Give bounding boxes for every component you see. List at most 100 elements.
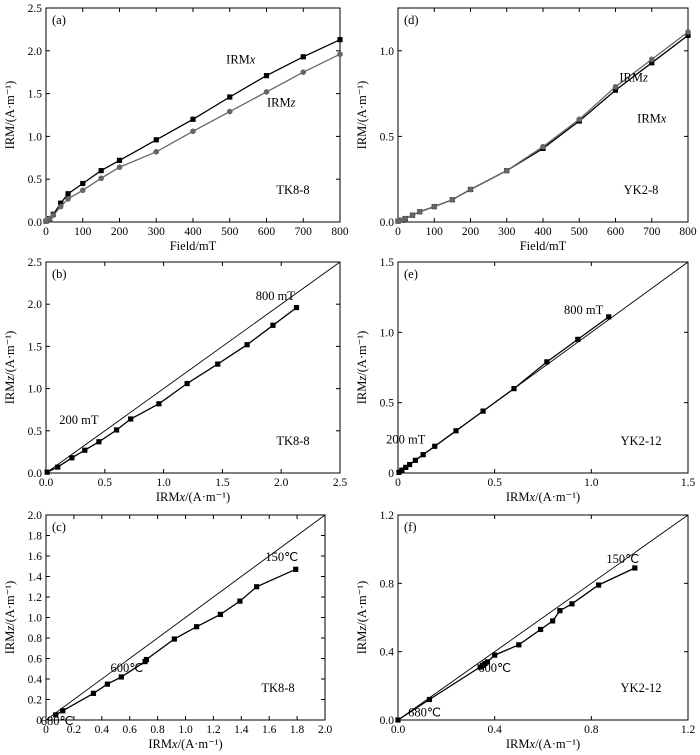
- data-point: [649, 60, 655, 66]
- y-tick-label: 1.4: [28, 572, 43, 584]
- y-tick-label: 2.0: [28, 510, 43, 522]
- data-point: [79, 187, 86, 194]
- series-label-irmx: IRMx: [637, 112, 667, 126]
- data-point: [412, 457, 418, 463]
- sample-label: YK2-12: [621, 681, 662, 695]
- data-point: [80, 180, 86, 187]
- annotation: 200 mT: [386, 432, 426, 446]
- panel-c: 0 0.2 0.4 0.6 0.8 1.0 1.2 1.4 1.6 1.8 2.0 0 0.2 0.4 0.…: [3, 510, 332, 751]
- one-to-one-line: [45, 514, 326, 721]
- data-point: [53, 712, 59, 718]
- data-point: [399, 467, 405, 473]
- data-point: [237, 598, 243, 604]
- series-label-irmz: IRMz: [619, 71, 648, 85]
- data-point: [254, 584, 260, 590]
- data-point: [116, 157, 123, 163]
- y-tick-label: 0.5: [380, 131, 395, 143]
- x-axis-label: IRMx/(A·m⁻¹): [148, 737, 222, 751]
- x-tick-label: 1.4: [234, 724, 249, 736]
- data-point: [540, 143, 546, 150]
- data-point: [395, 717, 401, 723]
- y-tick-label: 1.2: [380, 510, 395, 522]
- panel-label: (a): [52, 13, 66, 27]
- data-point: [215, 361, 221, 367]
- x-tick-label: 300: [498, 226, 516, 238]
- y-tick-label: 0.0: [380, 217, 395, 229]
- data-point: [90, 690, 97, 696]
- y-tick-label: 0.5: [380, 398, 395, 410]
- sample-label: TK8-8: [261, 681, 294, 695]
- panel-label: (c): [52, 520, 66, 534]
- data-point: [467, 186, 474, 193]
- x-tick-label: 0.6: [123, 724, 138, 736]
- y-tick-label: 1.0: [380, 46, 395, 58]
- data-point: [293, 566, 299, 572]
- data-point: [143, 656, 150, 663]
- annotation: 600℃: [111, 661, 144, 675]
- y-tick-label: 0.5: [28, 426, 43, 438]
- data-point: [217, 611, 223, 618]
- annotation: 200 mT: [59, 413, 99, 427]
- x-tick-label: 2.5: [333, 477, 348, 489]
- x-tick-label: 0: [43, 724, 49, 736]
- panel-label: (b): [52, 267, 67, 281]
- sample-label: YK2-8: [624, 183, 659, 197]
- y-tick-label: 1.5: [28, 89, 43, 101]
- panel-label: (f): [404, 520, 417, 534]
- data-point: [544, 359, 550, 365]
- y-axis-label: IRMz/(A·m⁻¹): [355, 331, 369, 405]
- data-point: [227, 94, 233, 100]
- data-point: [396, 469, 402, 475]
- x-tick-label: 1.2: [206, 724, 221, 736]
- x-tick-label: 0.8: [150, 724, 165, 736]
- annotation: 150℃: [265, 550, 298, 564]
- x-tick-label: 0.8: [584, 724, 599, 736]
- data-point: [402, 215, 409, 222]
- data-point: [685, 32, 691, 38]
- data-point: [576, 116, 583, 123]
- x-tick-label: 1.0: [156, 477, 171, 489]
- x-tick-label: 1.8: [290, 724, 305, 736]
- series-label-irmz: IRMz: [267, 95, 296, 109]
- data-point: [449, 196, 456, 203]
- data-point: [453, 428, 459, 434]
- y-tick-label: 2.5: [28, 3, 43, 15]
- data-point: [557, 608, 563, 614]
- x-axis-label: Field/mT: [520, 239, 567, 253]
- y-axis-label: IRM/(A·m⁻¹): [355, 81, 369, 150]
- x-tick-label: 800: [679, 226, 697, 238]
- x-tick-label: 0.0: [391, 724, 406, 736]
- annotation: 800 mT: [256, 289, 296, 303]
- data-point: [190, 116, 196, 122]
- data-point: [82, 447, 88, 453]
- y-tick-label: 0: [388, 468, 394, 480]
- data-point: [595, 582, 602, 588]
- annotation: 680℃: [41, 714, 74, 728]
- data-point: [244, 342, 250, 348]
- data-point: [293, 304, 300, 311]
- data-point: [44, 469, 50, 475]
- data-point: [300, 54, 306, 60]
- x-tick-label: 1.5: [681, 477, 696, 489]
- x-tick-label: 600: [607, 226, 625, 238]
- data-point: [58, 200, 64, 206]
- data-point: [65, 196, 71, 202]
- data-point: [407, 461, 413, 468]
- data-point: [194, 624, 200, 630]
- x-tick-label: 800: [331, 226, 349, 238]
- y-tick-label: 0.0: [380, 715, 395, 727]
- data-point: [337, 51, 343, 58]
- y-tick-label: 1.0: [28, 613, 43, 625]
- data-point: [337, 37, 343, 43]
- data-point: [113, 427, 120, 433]
- x-tick-label: 400: [184, 226, 202, 238]
- y-tick-label: 0.8: [380, 578, 395, 590]
- data-point: [431, 203, 438, 210]
- data-point: [409, 212, 416, 218]
- x-tick-label: 500: [221, 226, 239, 238]
- data-point: [116, 164, 123, 171]
- y-tick-label: 2.0: [28, 299, 43, 311]
- series-line-irmz-vs-irmx: [46, 307, 297, 473]
- data-point: [503, 167, 510, 174]
- data-point: [612, 83, 619, 90]
